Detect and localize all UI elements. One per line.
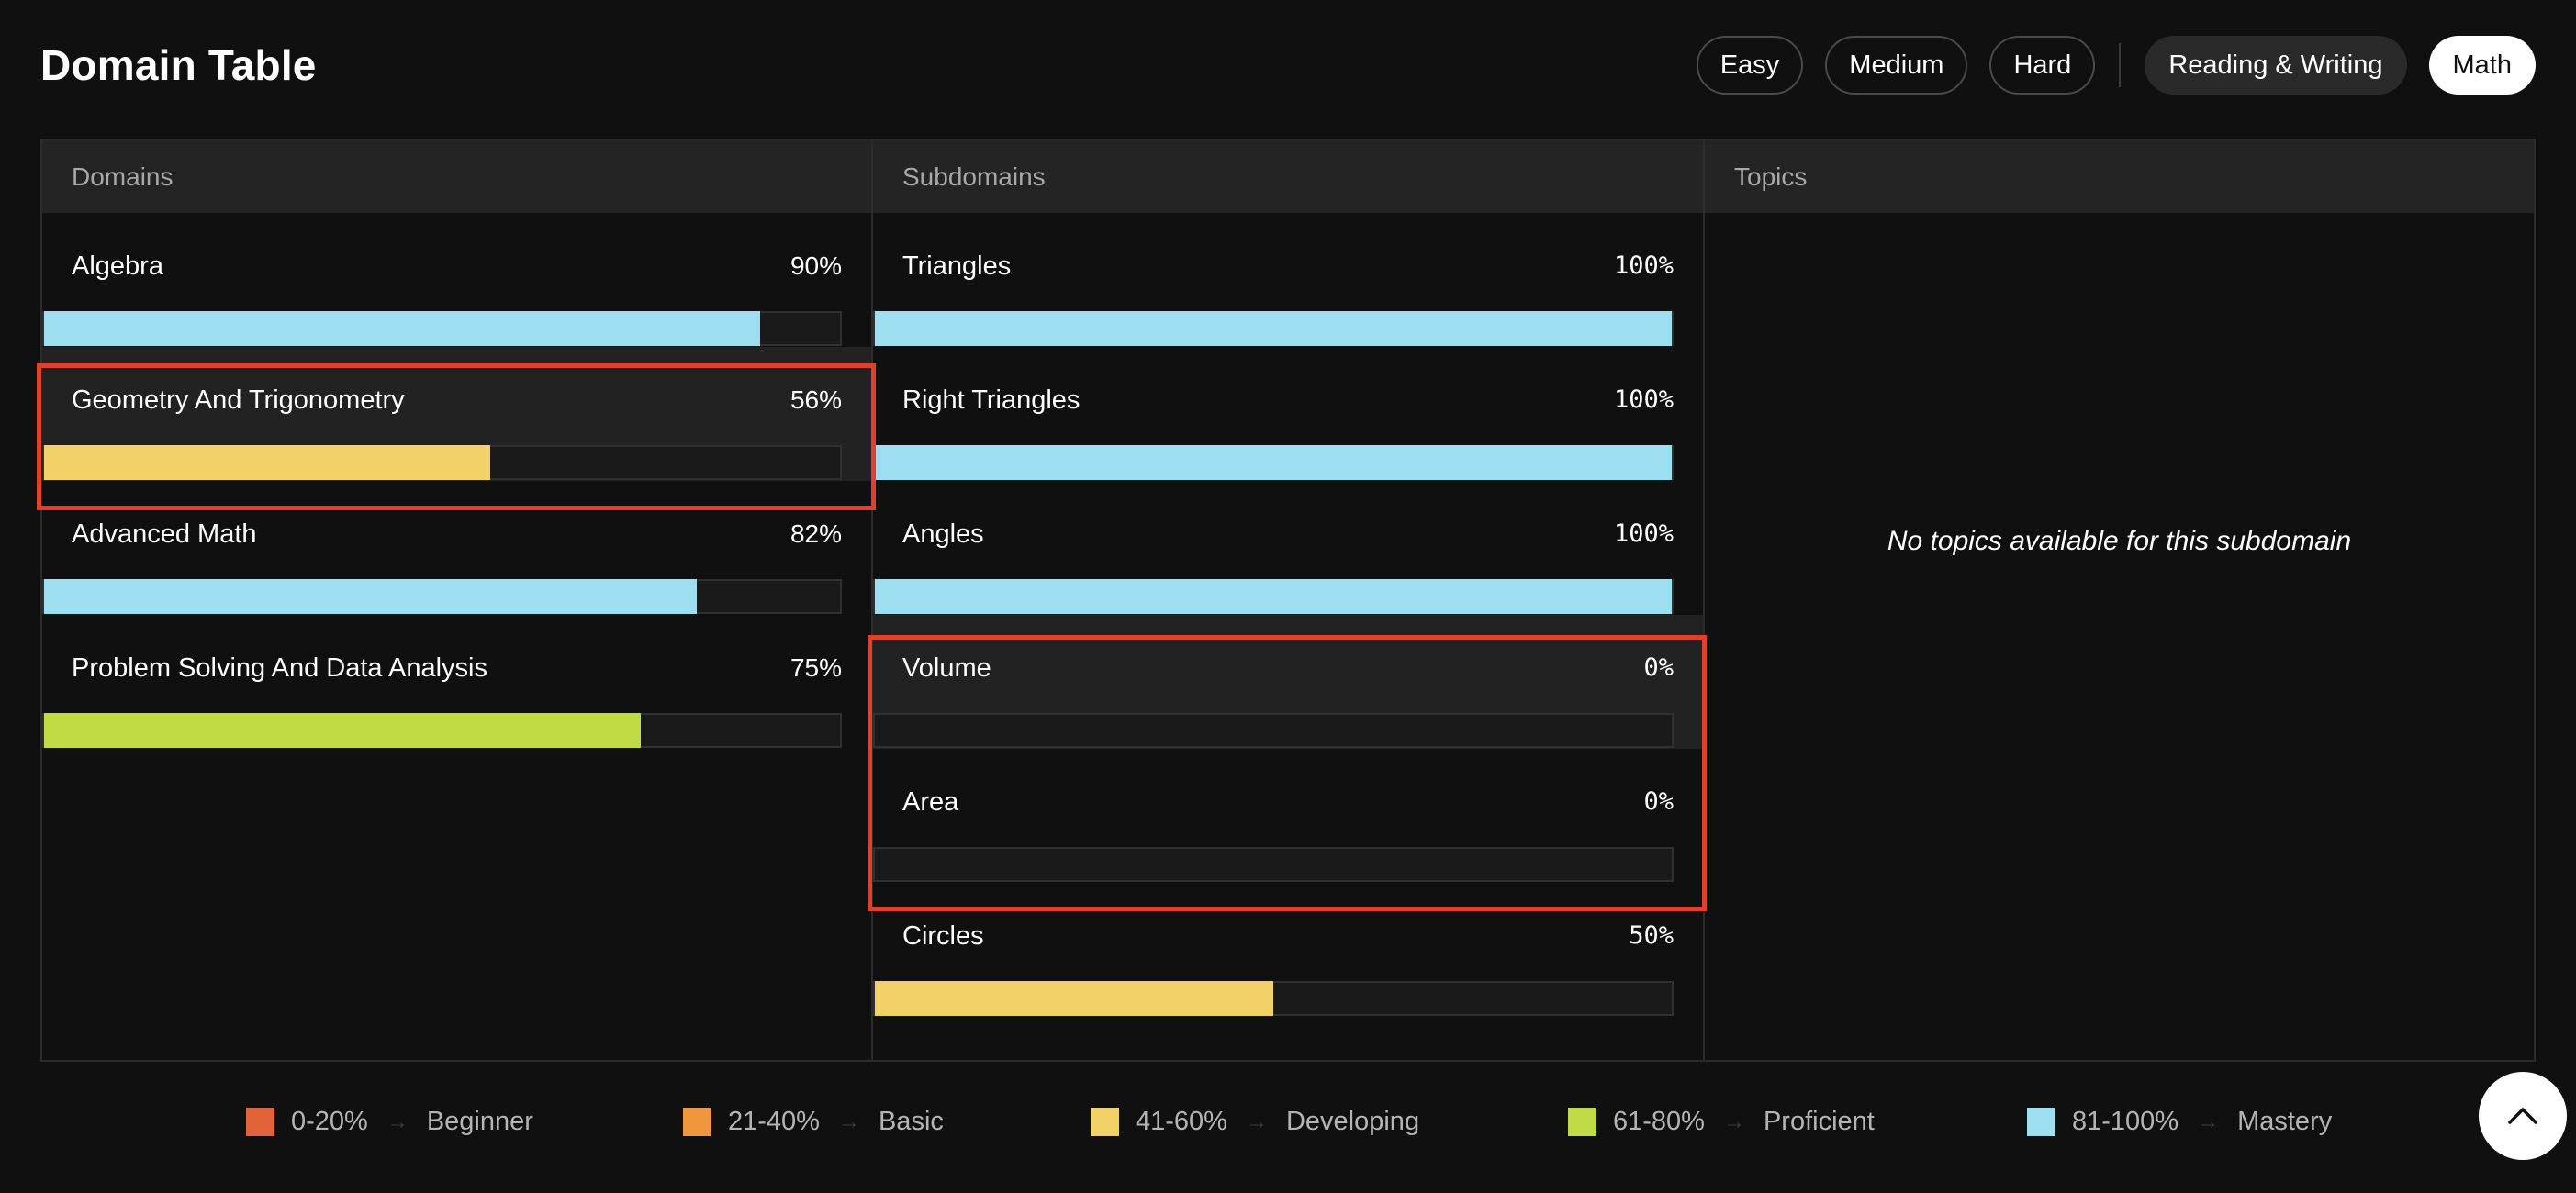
legend-range: 0-20% — [291, 1107, 368, 1136]
filter-medium-button[interactable]: Medium — [1825, 36, 1968, 95]
subdomain-progress-fill — [875, 445, 1672, 480]
subdomain-label: Volume — [902, 653, 991, 683]
domain-progress-fill — [44, 445, 490, 480]
legend-swatch — [1091, 1108, 1119, 1136]
domain-percent: 56% — [790, 385, 842, 414]
arrow-right-icon: → — [1722, 1109, 1745, 1134]
topics-empty-message: No topics available for this subdomain — [1887, 526, 2352, 556]
subdomain-row[interactable]: Triangles 100% — [873, 213, 1703, 347]
arrow-right-icon: → — [386, 1109, 409, 1134]
subdomain-percent: 100% — [1613, 251, 1674, 280]
legend-item: 81-100% → Mastery — [2027, 1107, 2332, 1137]
subdomain-percent: 50% — [1629, 921, 1674, 950]
subdomain-progress-bar — [873, 445, 1674, 480]
domain-label: Geometry And Trigonometry — [72, 385, 405, 415]
subdomain-percent: 100% — [1613, 519, 1674, 548]
subdomain-label: Triangles — [902, 251, 1012, 281]
legend-label: Mastery — [2237, 1107, 2333, 1136]
subdomain-progress-bar — [873, 847, 1674, 882]
mastery-legend: 0-20% → Beginner 21-40% → Basic 41-60% → Develop… — [0, 1107, 2576, 1143]
arrow-right-icon: → — [2197, 1109, 2220, 1134]
subdomain-percent: 100% — [1613, 385, 1674, 414]
page-title: Domain Table — [40, 41, 317, 89]
legend-swatch — [2027, 1108, 2055, 1136]
legend-item: 21-40% → Basic — [683, 1107, 944, 1137]
subdomain-progress-bar — [873, 311, 1674, 346]
legend-range: 81-100% — [2072, 1107, 2179, 1136]
legend-range: 61-80% — [1613, 1107, 1705, 1136]
domain-percent: 75% — [790, 653, 842, 682]
domain-progress-fill — [44, 713, 642, 748]
filter-easy-button[interactable]: Easy — [1696, 36, 1804, 95]
topics-header: Topics — [1705, 140, 2534, 213]
legend-swatch — [683, 1108, 711, 1136]
legend-range: 41-60% — [1136, 1107, 1227, 1136]
legend-label: Proficient — [1763, 1107, 1875, 1136]
subdomain-row[interactable]: Angles 100% — [873, 481, 1703, 615]
arrow-right-icon: → — [837, 1109, 860, 1134]
subdomain-progress-bar — [873, 579, 1674, 614]
scroll-to-top-button[interactable] — [2479, 1072, 2567, 1160]
subdomains-header: Subdomains — [873, 140, 1703, 213]
domain-percent: 90% — [790, 251, 842, 280]
legend-item: 0-20% → Beginner — [246, 1107, 533, 1137]
subject-reading-writing-button[interactable]: Reading & Writing — [2145, 36, 2407, 95]
subject-math-button[interactable]: Math — [2428, 36, 2536, 95]
subdomain-progress-bar — [873, 981, 1674, 1016]
legend-label: Developing — [1285, 1107, 1420, 1136]
domain-progress-bar — [42, 713, 842, 748]
domain-row[interactable]: Advanced Math 82% — [42, 481, 871, 615]
legend-swatch — [1568, 1108, 1596, 1136]
filter-divider — [2119, 43, 2122, 87]
domain-progress-bar — [42, 311, 842, 346]
topics-column: Topics No topics available for this subd… — [1705, 140, 2534, 1060]
subdomain-progress-bar — [873, 713, 1674, 748]
subdomain-progress-fill — [875, 981, 1273, 1016]
subdomains-column: Subdomains Triangles 100% Right Triangles 1… — [873, 140, 1705, 1060]
subdomain-row[interactable]: Right Triangles 100% — [873, 347, 1703, 481]
domain-progress-bar — [42, 579, 842, 614]
domain-row[interactable]: Algebra 90% — [42, 213, 871, 347]
domain-progress-fill — [44, 311, 761, 346]
filter-hard-button[interactable]: Hard — [1989, 36, 2096, 95]
domain-label: Algebra — [72, 251, 163, 281]
subdomain-percent: 0% — [1643, 787, 1674, 816]
subdomain-row[interactable]: Area 0% — [873, 749, 1703, 883]
domains-column: Domains Algebra 90% Geometry And Trigonome… — [42, 140, 873, 1060]
filter-bar: Easy Medium Hard Reading & Writing Math — [1696, 36, 2536, 95]
subdomain-progress-fill — [875, 579, 1672, 614]
page-header: Domain Table Easy Medium Hard Reading & … — [40, 33, 2536, 97]
domains-header: Domains — [42, 140, 871, 213]
subdomain-percent: 0% — [1643, 653, 1674, 682]
domain-percent: 82% — [790, 519, 842, 548]
subdomain-label: Area — [902, 787, 959, 817]
legend-item: 41-60% → Developing — [1091, 1107, 1419, 1137]
legend-range: 21-40% — [728, 1107, 820, 1136]
chevron-up-icon — [2508, 1108, 2537, 1124]
domain-row[interactable]: Problem Solving And Data Analysis 75% — [42, 615, 871, 749]
subdomain-progress-fill — [875, 311, 1672, 346]
subdomain-label: Right Triangles — [902, 385, 1081, 415]
subdomain-row[interactable]: Volume 0% — [873, 615, 1703, 749]
domain-label: Problem Solving And Data Analysis — [72, 653, 487, 683]
legend-item: 61-80% → Proficient — [1568, 1107, 1875, 1137]
subdomain-label: Angles — [902, 519, 984, 549]
domain-row[interactable]: Geometry And Trigonometry 56% — [42, 347, 871, 481]
legend-label: Basic — [878, 1107, 944, 1136]
domain-label: Advanced Math — [72, 519, 257, 549]
subdomains-list: Triangles 100% Right Triangles 100% Angles 10… — [873, 213, 1703, 1017]
domain-table: Domains Algebra 90% Geometry And Trigonome… — [40, 139, 2536, 1062]
domain-progress-fill — [44, 579, 697, 614]
domains-list: Algebra 90% Geometry And Trigonometry 56% Ad… — [42, 213, 871, 749]
subdomain-label: Circles — [902, 921, 984, 951]
domain-progress-bar — [42, 445, 842, 480]
arrow-right-icon: → — [1245, 1109, 1268, 1134]
legend-label: Beginner — [426, 1107, 533, 1136]
legend-swatch — [246, 1108, 274, 1136]
subdomain-row[interactable]: Circles 50% — [873, 883, 1703, 1017]
